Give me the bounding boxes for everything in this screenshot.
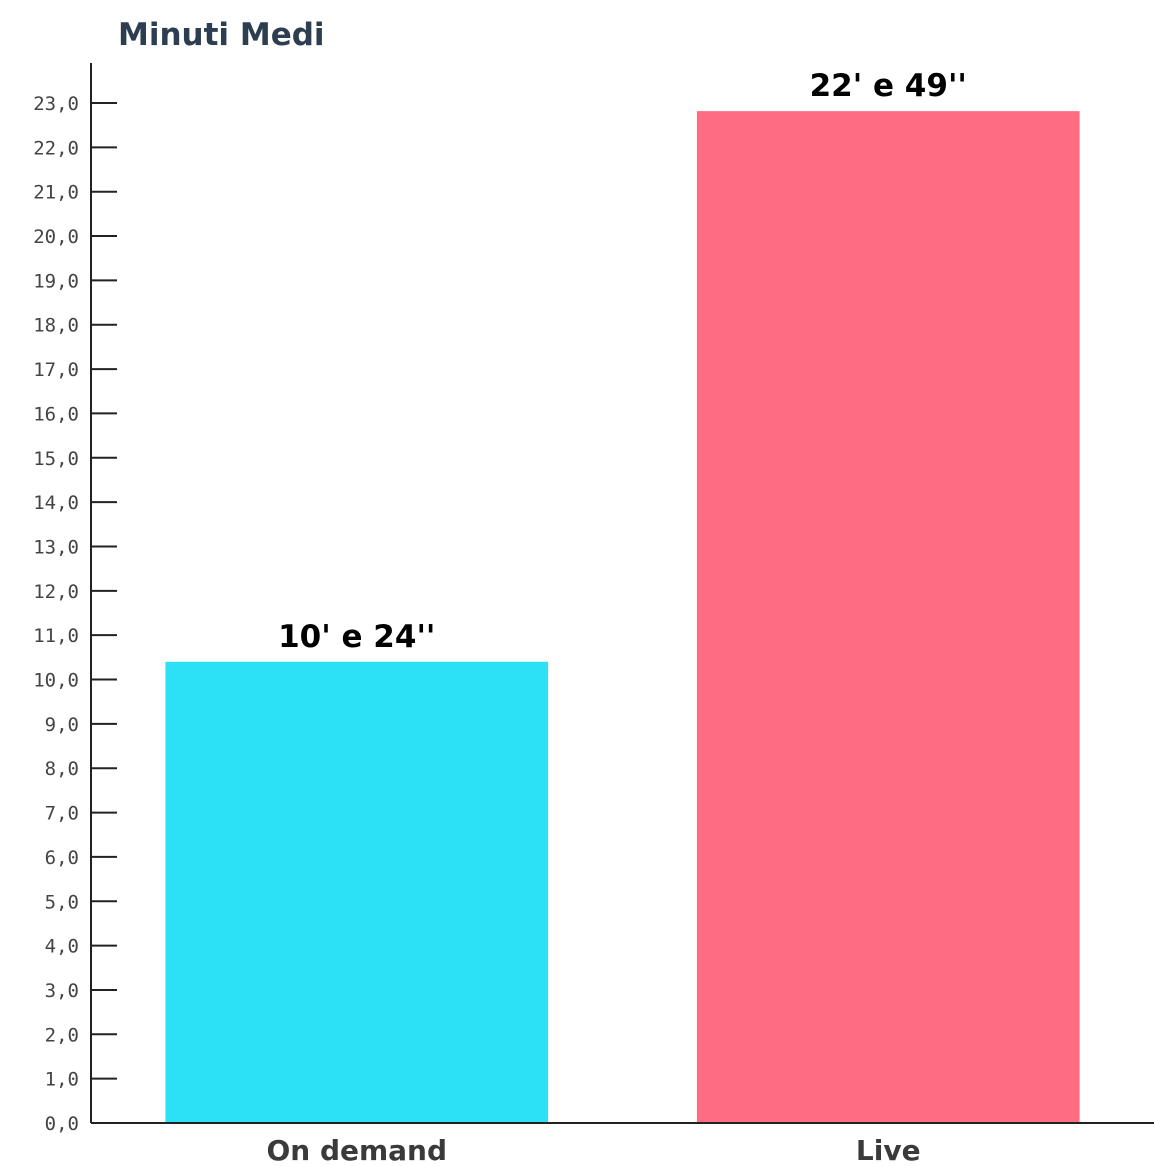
y-tick-label: 20,0	[33, 226, 79, 248]
y-tick-label: 13,0	[33, 536, 79, 558]
x-category-label: On demand	[266, 1134, 447, 1166]
x-axis: On demand Live	[91, 1122, 1154, 1166]
y-tick-label: 11,0	[33, 625, 79, 647]
bar-value-label: 22' e 49''	[810, 68, 967, 104]
bars: 10' e 24'' 22' e 49''	[165, 68, 1080, 1123]
y-tick-label: 21,0	[33, 182, 79, 204]
y-tick-label: 0,0	[45, 1113, 79, 1135]
bar-value-label: 10' e 24''	[278, 619, 435, 655]
y-tick-label: 19,0	[33, 270, 79, 292]
y-tick-label: 6,0	[45, 847, 79, 869]
y-tick-label: 14,0	[33, 492, 79, 514]
y-tick-label: 17,0	[33, 359, 79, 381]
bar-on-demand	[165, 661, 549, 1123]
y-tick-label: 5,0	[45, 891, 79, 913]
bar-live	[696, 111, 1080, 1123]
y-tick-label: 3,0	[45, 980, 79, 1002]
chart-title: Minuti Medi	[118, 17, 325, 53]
y-tick-label: 18,0	[33, 315, 79, 337]
y-tick-label: 9,0	[45, 714, 79, 736]
y-tick-label: 23,0	[33, 93, 79, 115]
y-tick-label: 2,0	[45, 1024, 79, 1046]
y-tick-label: 22,0	[33, 137, 79, 159]
y-tick-label: 10,0	[33, 670, 79, 692]
y-tick-label: 15,0	[33, 448, 79, 470]
y-tick-label: 16,0	[33, 403, 79, 425]
y-tick-label: 7,0	[45, 803, 79, 825]
y-tick-label: 1,0	[45, 1069, 79, 1091]
y-tick-label: 8,0	[45, 758, 79, 780]
y-axis: 0,0 1,0 2,0 3,0 4,0 5,0 6,0 7,0 8,0 9,0 10,0 11,0 12…	[33, 63, 117, 1135]
y-tick-label: 4,0	[45, 936, 79, 958]
x-category-label: Live	[856, 1134, 921, 1166]
y-tick-label: 12,0	[33, 581, 79, 603]
